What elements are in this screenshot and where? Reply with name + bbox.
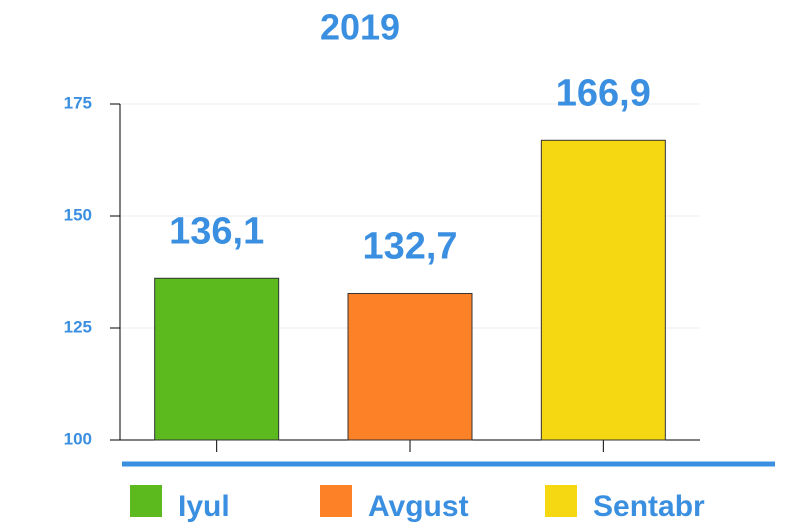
legend-swatch: [545, 485, 577, 517]
chart-title: 2019: [320, 7, 400, 48]
data-label: 136,1: [169, 210, 264, 252]
legend-swatch: [320, 485, 352, 517]
data-label: 132,7: [362, 226, 457, 268]
legend-label: Iyul: [178, 490, 230, 523]
data-label: 166,9: [556, 72, 651, 114]
y-tick-label: 100: [64, 429, 92, 448]
legend-label: Avgust: [368, 490, 469, 523]
legend-label: Sentabr: [593, 490, 705, 523]
y-tick-label: 150: [64, 205, 92, 224]
y-tick-label: 175: [64, 93, 92, 112]
legend-swatch: [130, 485, 162, 517]
y-tick-label: 125: [64, 317, 92, 336]
bar: [540, 139, 666, 441]
bar: [154, 277, 280, 441]
bar: [347, 293, 473, 441]
